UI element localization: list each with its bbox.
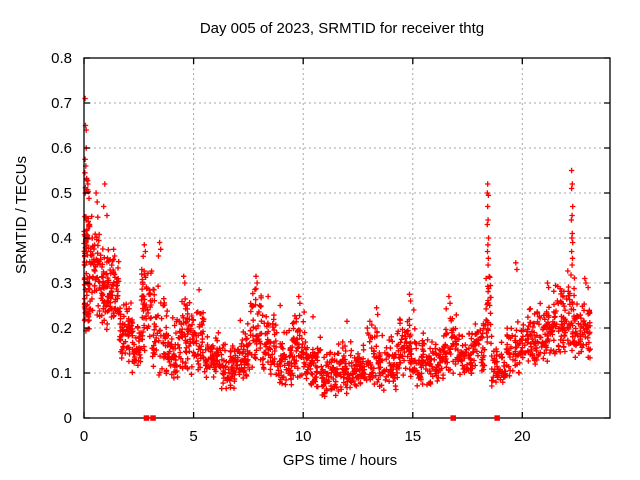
plot-generated-content: 0 5 10 15 20 0 0.1 0.2 0.3 0.4 0.5 0.6 0.7 0.8 — [51, 50, 611, 445]
y-tick-label: 0.4 — [51, 230, 72, 247]
x-tick-label: 0 — [80, 428, 88, 445]
x-tick-label: 20 — [514, 428, 531, 445]
flag-marker — [450, 415, 456, 421]
x-tick-label: 10 — [295, 428, 312, 445]
x-tick-label: 15 — [404, 428, 421, 445]
flag-marker — [150, 415, 156, 421]
x-axis-label: GPS time / hours — [283, 452, 397, 469]
scatter-points — [81, 95, 593, 399]
flag-marker — [143, 415, 150, 421]
flag-marker — [494, 415, 500, 421]
x-tick-label: 5 — [189, 428, 197, 445]
y-tick-label: 0.8 — [51, 50, 72, 67]
chart-title: Day 005 of 2023, SRMTID for receiver tht… — [200, 20, 484, 37]
y-tick-label: 0 — [64, 410, 72, 427]
y-tick-label: 0.2 — [51, 320, 72, 337]
y-tick-label: 0.6 — [51, 140, 72, 157]
y-tick-label: 0.1 — [51, 365, 72, 382]
y-axis-label: SRMTID / TECUs — [13, 156, 30, 274]
y-tick-label: 0.7 — [51, 95, 72, 112]
grid-lines — [84, 58, 610, 418]
y-tick-label: 0.5 — [51, 185, 72, 202]
axis-ticks — [83, 57, 610, 419]
y-tick-label: 0.3 — [51, 275, 72, 292]
